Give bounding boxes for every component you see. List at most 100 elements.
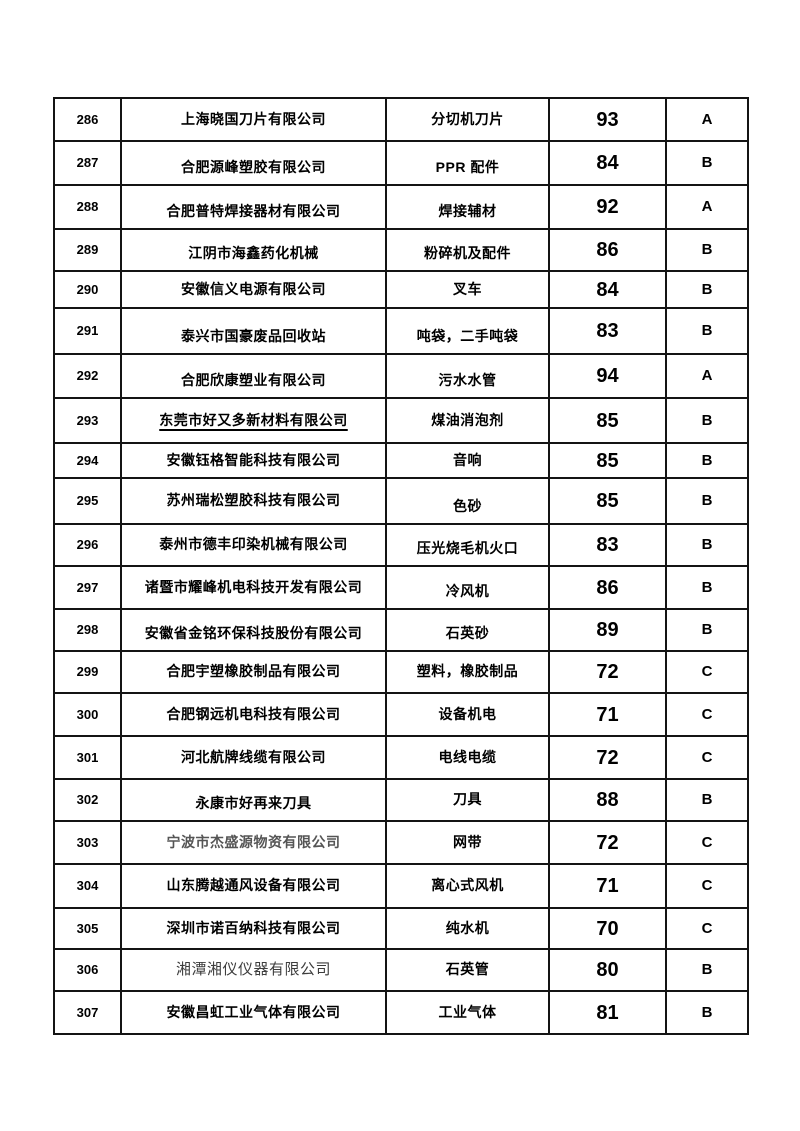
table-row: 297 诸暨市耀峰机电科技开发有限公司 冷风机 86 B (53, 565, 749, 610)
product-name: 焊接辅材 (438, 202, 497, 219)
company-name: 安徽钰格智能科技有限公司 (166, 451, 341, 468)
row-number-cell: 290 (53, 270, 122, 309)
grade-value: C (701, 833, 713, 851)
grade-cell: C (665, 692, 749, 737)
product-cell: 设备机电 (385, 692, 550, 737)
score-value: 86 (596, 576, 619, 599)
score-value: 80 (596, 959, 619, 981)
company-cell: 深圳市诺百纳科技有限公司 (120, 907, 387, 950)
row-number: 294 (76, 452, 99, 468)
row-number-cell: 291 (53, 307, 122, 355)
score-cell: 89 (548, 608, 667, 652)
product-name: 网带 (453, 833, 482, 850)
company-cell: 上海晓国刀片有限公司 (120, 97, 387, 142)
grade-value: B (701, 536, 713, 554)
score-cell: 72 (548, 820, 667, 865)
row-number: 287 (76, 155, 99, 171)
company-cell: 河北航牌线缆有限公司 (120, 735, 387, 780)
product-name: 音响 (453, 451, 482, 468)
grade-value: B (701, 1003, 713, 1021)
score-cell: 72 (548, 650, 667, 694)
table-body: 286 上海晓国刀片有限公司 分切机刀片 93 A 287 合肥源峰塑胶有限公司… (53, 97, 749, 1035)
grade-value: B (701, 621, 713, 639)
grade-value: B (701, 241, 713, 259)
row-number-cell: 292 (53, 353, 122, 399)
grade-value: B (701, 451, 713, 469)
table-row: 302 永康市好再来刀具 刀具 88 B (53, 778, 749, 822)
product-name: 污水水管 (438, 371, 497, 388)
grade-value: C (701, 919, 713, 937)
score-cell: 84 (548, 140, 667, 186)
score-cell: 71 (548, 863, 667, 909)
table-row: 286 上海晓国刀片有限公司 分切机刀片 93 A (53, 97, 749, 142)
row-number: 289 (76, 242, 99, 258)
product-cell: 分切机刀片 (385, 97, 550, 142)
row-number-cell: 293 (53, 397, 122, 444)
table-row: 300 合肥钢远机电科技有限公司 设备机电 71 C (53, 692, 749, 737)
grade-value: B (701, 411, 713, 429)
row-number: 288 (76, 199, 99, 215)
company-cell: 苏州瑞松塑胶科技有限公司 (120, 477, 387, 525)
row-number-cell: 300 (53, 692, 122, 737)
company-name: 诸暨市耀峰机电科技开发有限公司 (144, 578, 363, 595)
company-name: 安徽昌虹工业气体有限公司 (166, 1003, 341, 1020)
row-number-cell: 294 (53, 442, 122, 479)
product-cell: 冷风机 (385, 565, 550, 610)
company-name: 合肥源峰塑胶有限公司 (181, 158, 326, 175)
company-cell: 安徽省金铭环保科技股份有限公司 (120, 608, 387, 652)
row-number: 299 (76, 664, 99, 680)
company-name: 上海晓国刀片有限公司 (181, 110, 326, 127)
score-value: 88 (596, 789, 619, 811)
company-cell: 宁波市杰盛源物资有限公司 (120, 820, 387, 865)
grade-cell: B (665, 397, 749, 444)
table-row: 295 苏州瑞松塑胶科技有限公司 色砂 85 B (53, 477, 749, 525)
table-row: 293 东莞市好又多新材料有限公司 煤油消泡剂 85 B (53, 397, 749, 444)
grade-cell: B (665, 228, 749, 272)
score-value: 86 (596, 239, 619, 261)
grade-cell: B (665, 948, 749, 992)
grade-value: A (701, 198, 713, 216)
company-name: 永康市好再来刀具 (195, 794, 312, 811)
company-cell: 合肥源峰塑胶有限公司 (120, 140, 387, 186)
company-cell: 合肥欣康塑业有限公司 (120, 353, 387, 399)
company-name: 山东腾越通风设备有限公司 (166, 877, 341, 894)
score-cell: 81 (548, 990, 667, 1035)
score-cell: 71 (548, 692, 667, 737)
score-cell: 86 (548, 228, 667, 272)
table-row: 288 合肥普特焊接器材有限公司 焊接辅材 92 A (53, 184, 749, 230)
grade-cell: C (665, 820, 749, 865)
table-row: 289 江阴市海鑫药化机械 粉碎机及配件 86 B (53, 228, 749, 272)
company-name: 合肥钢远机电科技有限公司 (166, 705, 341, 722)
row-number: 293 (76, 412, 99, 428)
company-name: 苏州瑞松塑胶科技有限公司 (166, 492, 341, 509)
company-name: 宁波市杰盛源物资有限公司 (166, 833, 341, 850)
row-number-cell: 306 (53, 948, 122, 992)
product-cell: 纯水机 (385, 907, 550, 950)
score-value: 81 (596, 1001, 619, 1024)
score-cell: 83 (548, 523, 667, 567)
row-number: 303 (76, 834, 99, 850)
score-value: 93 (596, 108, 619, 131)
company-cell: 山东腾越通风设备有限公司 (120, 863, 387, 909)
grade-cell: B (665, 477, 749, 525)
row-number-cell: 301 (53, 735, 122, 780)
row-number: 296 (76, 537, 99, 553)
row-number: 300 (76, 706, 99, 722)
product-name: 色砂 (453, 497, 482, 514)
company-name: 合肥欣康塑业有限公司 (181, 371, 326, 388)
company-cell: 诸暨市耀峰机电科技开发有限公司 (120, 565, 387, 610)
row-number: 297 (76, 579, 99, 595)
score-cell: 85 (548, 477, 667, 525)
grade-value: A (701, 110, 713, 128)
product-name: 离心式风机 (431, 877, 504, 894)
score-cell: 88 (548, 778, 667, 822)
table-row: 290 安徽信义电源有限公司 叉车 84 B (53, 270, 749, 309)
company-name: 泰兴市国豪废品回收站 (181, 327, 326, 344)
company-name: 合肥宇塑橡胶制品有限公司 (166, 663, 341, 680)
score-cell: 83 (548, 307, 667, 355)
table-row: 303 宁波市杰盛源物资有限公司 网带 72 C (53, 820, 749, 865)
table-row: 299 合肥宇塑橡胶制品有限公司 塑料，橡胶制品 72 C (53, 650, 749, 694)
grade-cell: B (665, 442, 749, 479)
row-number-cell: 286 (53, 97, 122, 142)
product-cell: 压光烧毛机火口 (385, 523, 550, 567)
